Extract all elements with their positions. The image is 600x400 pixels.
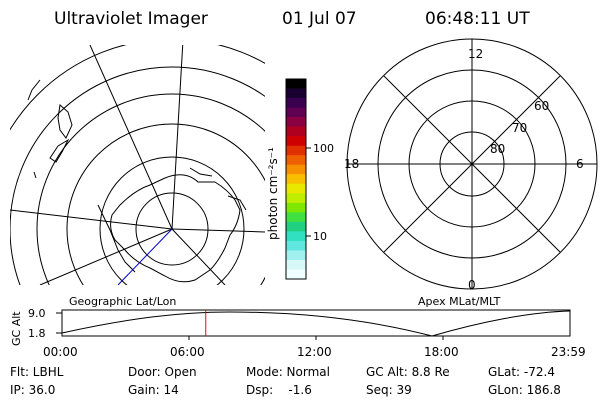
info-glat: GLat: -72.4 [488, 365, 555, 379]
info-dsp: Dsp: -1.6 [246, 383, 312, 397]
geographic-map [10, 45, 265, 285]
xtick-0600: 06:00 [170, 345, 205, 359]
info-seq: Seq: 39 [366, 383, 412, 397]
info-gcalt: GC Alt: 8.8 Re [366, 365, 450, 379]
info-panel: Flt: LBHL IP: 36.0 Door: Open Gain: 14 M… [10, 365, 561, 397]
colorbar-cell [286, 155, 306, 166]
altitude-plot: 9.0 1.8 GC Alt 00:00 06:00 12:00 18:00 2… [10, 307, 586, 359]
xtick-2359: 23:59 [551, 345, 586, 359]
altitude-ylabel: GC Alt [10, 311, 23, 346]
mlt-label-0: 0 [468, 278, 476, 292]
mlat-label-80: 80 [490, 142, 505, 156]
time-text: 06:48:11 UT [425, 9, 530, 29]
mlt-label-6: 6 [576, 157, 584, 171]
colorbar-cell [286, 145, 306, 156]
colorbar-cell [286, 259, 306, 271]
colorbar-cell [286, 174, 306, 185]
colorbar-cell [286, 250, 306, 261]
date-text: 01 Jul 07 [282, 9, 357, 29]
colorbar-cell [286, 183, 306, 194]
info-door: Door: Open [128, 365, 197, 379]
colorbar-tick-10: 10 [313, 230, 327, 243]
coastline-new-zealand [49, 104, 73, 163]
altitude-ytick-bottom: 1.8 [28, 327, 46, 340]
colorbar-cell [286, 212, 306, 223]
info-filter: Flt: LBHL [10, 365, 64, 379]
info-mode: Mode: Normal [246, 365, 330, 379]
colorbar-cell [286, 79, 306, 90]
colorbar-cell [286, 126, 306, 137]
colorbar-cell [286, 107, 306, 118]
apex-caption: Apex MLat/MLT [418, 295, 501, 308]
title-text: Ultraviolet Imager [54, 9, 208, 29]
colorbar-cell [286, 193, 306, 204]
colorbar-cell [286, 98, 306, 109]
colorbar-cell [286, 136, 306, 147]
colorbar-tick-100: 100 [313, 142, 334, 155]
colorbar-cell [286, 269, 306, 280]
geographic-caption: Geographic Lat/Lon [69, 295, 176, 308]
spacecraft-track [117, 228, 173, 285]
info-gain: Gain: 14 [128, 383, 179, 397]
colorbar-cell [286, 240, 306, 252]
colorbar: 100 10 photon cm⁻²s⁻¹ [266, 78, 334, 280]
xtick-1800: 18:00 [424, 345, 459, 359]
altitude-curve [61, 310, 571, 337]
colorbar-cell [286, 88, 306, 99]
colorbar-cell [286, 231, 306, 242]
mlt-label-12: 12 [468, 47, 483, 61]
colorbar-cell [286, 117, 306, 128]
xtick-0000: 00:00 [43, 345, 78, 359]
altitude-ytick-top: 9.0 [28, 307, 46, 320]
mlat-label-60: 60 [534, 99, 549, 113]
polar-plot [346, 38, 598, 290]
altitude-xticks: 00:00 06:00 12:00 18:00 23:59 [43, 336, 586, 359]
info-glon: GLon: 186.8 [488, 383, 561, 397]
info-ip: IP: 36.0 [10, 383, 55, 397]
colorbar-cell [286, 202, 306, 213]
coastline-antarctica [97, 167, 247, 283]
mlat-label-70: 70 [512, 121, 527, 135]
colorbar-cell [286, 221, 306, 232]
colorbar-label: photon cm⁻²s⁻¹ [266, 147, 280, 240]
xtick-1200: 12:00 [297, 345, 332, 359]
colorbar-cell [286, 164, 306, 175]
mlt-label-18: 18 [344, 157, 359, 171]
